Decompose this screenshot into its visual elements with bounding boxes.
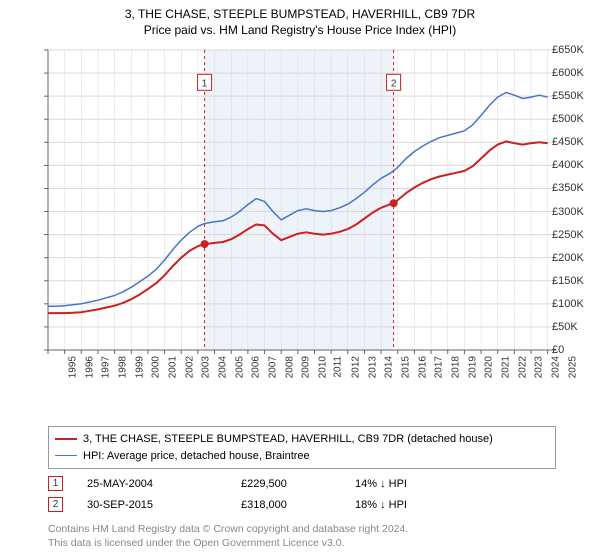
xtick-label: 2011: [333, 356, 344, 378]
xtick-label: 2023: [534, 356, 545, 378]
xtick-label: 2013: [367, 356, 378, 378]
xtick-label: 1999: [134, 356, 145, 378]
xtick-label: 1998: [117, 356, 128, 378]
legend-label-hpi: HPI: Average price, detached house, Brai…: [83, 448, 310, 465]
price-chart: £0 £50K £100K £150K £200K £250K £300K £350K £400…: [0, 44, 600, 414]
sale-diff-2: 18% ↓ HPI: [355, 499, 455, 511]
xtick-label: 2018: [450, 356, 461, 378]
ytick-label: £650K: [552, 44, 596, 56]
xtick-label: 2007: [267, 356, 278, 378]
xtick-label: 2021: [500, 356, 511, 378]
legend-swatch-property: [55, 438, 77, 440]
legend: 3, THE CHASE, STEEPLE BUMPSTEAD, HAVERHI…: [48, 426, 556, 469]
xtick-label: 2020: [484, 356, 495, 378]
sale-price-2: £318,000: [241, 499, 331, 511]
xtick-label: 2009: [300, 356, 311, 378]
sale-marker-1: 1: [48, 476, 63, 491]
xtick-label: 2025: [567, 356, 578, 378]
xtick-label: 2004: [217, 356, 228, 378]
ytick-label: £450K: [552, 136, 596, 148]
xtick-label: 2016: [417, 356, 428, 378]
ytick-label: £550K: [552, 90, 596, 102]
xtick-label: 2008: [284, 356, 295, 378]
ytick-label: £500K: [552, 113, 596, 125]
xtick-label: 2003: [200, 356, 211, 378]
ytick-label: £200K: [552, 252, 596, 264]
sale-row-1: 1 25-MAY-2004 £229,500 14% ↓ HPI: [48, 476, 455, 491]
xtick-label: 2006: [250, 356, 261, 378]
xtick-label: 2014: [384, 356, 395, 378]
svg-text:1: 1: [202, 78, 208, 89]
xtick-label: 2022: [517, 356, 528, 378]
sale-date-2: 30-SEP-2015: [87, 499, 217, 511]
legend-label-property: 3, THE CHASE, STEEPLE BUMPSTEAD, HAVERHI…: [83, 431, 493, 448]
title-subtitle: Price paid vs. HM Land Registry's House …: [0, 22, 600, 38]
chart-svg: 12: [0, 44, 566, 360]
xtick-label: 2024: [550, 356, 561, 378]
legend-item-hpi: HPI: Average price, detached house, Brai…: [55, 448, 549, 465]
xtick-label: 2019: [467, 356, 478, 378]
ytick-label: £600K: [552, 67, 596, 79]
footer: Contains HM Land Registry data © Crown c…: [48, 522, 408, 550]
xtick-label: 1995: [67, 356, 78, 378]
xtick-label: 1996: [84, 356, 95, 378]
xtick-label: 2015: [400, 356, 411, 378]
xtick-label: 2012: [350, 356, 361, 378]
legend-item-property: 3, THE CHASE, STEEPLE BUMPSTEAD, HAVERHI…: [55, 431, 549, 448]
sale-price-1: £229,500: [241, 478, 331, 490]
ytick-label: £300K: [552, 206, 596, 218]
ytick-label: £150K: [552, 275, 596, 287]
ytick-label: £250K: [552, 229, 596, 241]
xtick-label: 2017: [434, 356, 445, 378]
ytick-label: £350K: [552, 182, 596, 194]
sale-row-2: 2 30-SEP-2015 £318,000 18% ↓ HPI: [48, 497, 455, 512]
ytick-label: £0: [552, 344, 596, 356]
legend-swatch-hpi: [55, 455, 77, 456]
xtick-label: 2002: [184, 356, 195, 378]
ytick-label: £100K: [552, 298, 596, 310]
ytick-label: £50K: [552, 321, 596, 333]
xtick-label: 2010: [317, 356, 328, 378]
title-address: 3, THE CHASE, STEEPLE BUMPSTEAD, HAVERHI…: [0, 6, 600, 22]
footer-line-1: Contains HM Land Registry data © Crown c…: [48, 522, 408, 536]
svg-text:2: 2: [391, 78, 397, 89]
sale-date-1: 25-MAY-2004: [87, 478, 217, 490]
xtick-label: 1997: [101, 356, 112, 378]
xtick-label: 2001: [167, 356, 178, 378]
footer-line-2: This data is licensed under the Open Gov…: [48, 536, 408, 550]
sales-table: 1 25-MAY-2004 £229,500 14% ↓ HPI 2 30-SE…: [48, 470, 455, 512]
sale-marker-2: 2: [48, 497, 63, 512]
sale-diff-1: 14% ↓ HPI: [355, 478, 455, 490]
xtick-label: 2005: [234, 356, 245, 378]
xtick-label: 2000: [151, 356, 162, 378]
ytick-label: £400K: [552, 159, 596, 171]
